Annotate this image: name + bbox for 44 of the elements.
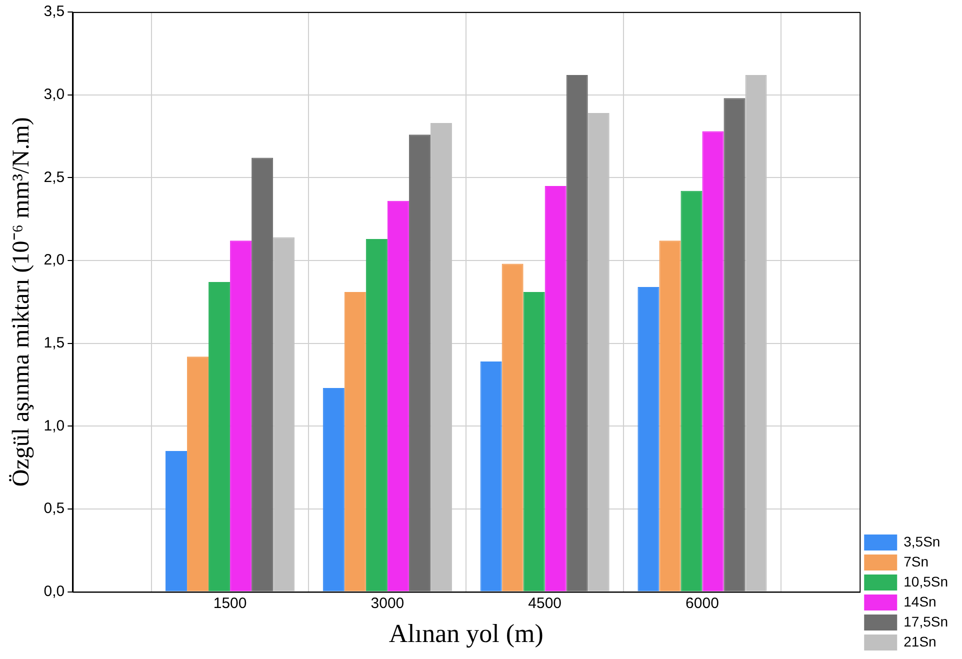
bar: [273, 237, 295, 592]
x-tick-label: 4500: [528, 594, 562, 612]
bar: [252, 158, 274, 592]
legend-label: 3,5Sn: [904, 533, 940, 550]
bar: [230, 240, 252, 592]
y-tick-label: 1,5: [44, 334, 65, 352]
y-tick-label: 0,5: [44, 500, 65, 518]
bar: [344, 292, 366, 592]
bar: [387, 200, 409, 592]
legend-label: 10,5Sn: [904, 573, 948, 590]
y-tick-label: 2,5: [44, 168, 65, 186]
legend-label: 7Sn: [904, 553, 929, 570]
y-tick-label: 3,5: [44, 3, 65, 20]
bar: [588, 113, 610, 592]
bar: [430, 122, 452, 592]
bar: [366, 238, 388, 592]
bar: [523, 292, 545, 592]
x-tick-label: 1500: [213, 594, 247, 612]
legend-label: 14Sn: [904, 593, 936, 610]
x-tick-label: 3000: [370, 594, 404, 612]
bar: [322, 388, 344, 592]
bar: [745, 74, 767, 592]
bar: [702, 131, 724, 592]
legend-label: 17,5Sn: [904, 613, 948, 630]
bar: [544, 186, 566, 592]
bar: [408, 134, 430, 592]
y-tick-label: 1,0: [44, 417, 65, 434]
bar: [480, 362, 502, 592]
bar: [566, 74, 588, 592]
bar: [638, 286, 660, 592]
bar: [166, 450, 188, 592]
x-tick-label: 6000: [686, 594, 719, 612]
bar: [680, 190, 702, 592]
y-tick-label: 3,0: [44, 86, 65, 103]
bar: [724, 98, 746, 592]
bar: [659, 240, 681, 592]
x-axis-title: Alınan yol (m): [388, 619, 544, 648]
bar: [187, 356, 209, 592]
y-tick-label: 2,0: [44, 252, 65, 269]
bar: [208, 282, 230, 592]
bar: [502, 264, 524, 592]
y-tick-label: 0,0: [44, 582, 65, 600]
legend-label: 21Sn: [904, 633, 936, 650]
y-axis-title: Özgül aşınma miktarı (10⁻⁶ mm³/N.m): [8, 117, 35, 487]
